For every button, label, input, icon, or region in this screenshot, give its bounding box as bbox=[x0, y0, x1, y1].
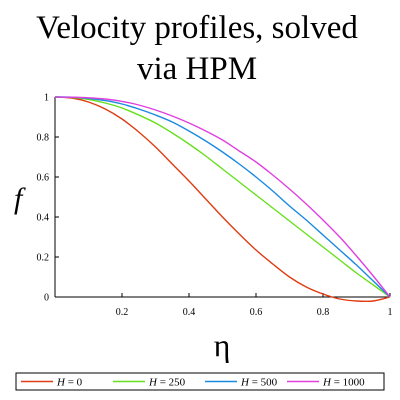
legend-label-0: H = 0 bbox=[56, 377, 83, 389]
y-tick-label: 0.6 bbox=[37, 173, 50, 184]
y-axis-ticks: 0 0.2 0.4 0.6 0.8 1 bbox=[37, 93, 59, 304]
chart-title-line-1: Velocity profiles, solved bbox=[36, 10, 358, 46]
y-tick-label: 0.2 bbox=[37, 253, 50, 264]
y-tick-label: 0.8 bbox=[37, 133, 50, 144]
series-line-1 bbox=[54, 96, 391, 298]
x-tick-label: 1 bbox=[388, 307, 393, 318]
legend-label-1: H = 250 bbox=[148, 377, 186, 389]
y-axis-label: f bbox=[14, 182, 26, 215]
y-tick-label: 0 bbox=[44, 293, 49, 304]
x-tick-label: 0.8 bbox=[317, 307, 330, 318]
legend-box bbox=[15, 372, 385, 391]
series-line-3 bbox=[54, 96, 391, 298]
y-tick-label: 0.4 bbox=[37, 213, 50, 224]
series-line-0 bbox=[54, 96, 391, 303]
y-tick-label: 1 bbox=[44, 93, 49, 104]
legend-label-3: H = 1000 bbox=[322, 377, 365, 389]
series-lines bbox=[54, 96, 391, 303]
x-axis-label: η bbox=[214, 327, 231, 363]
plot-area: 0 0.2 0.4 0.6 0.8 1 0.2 0.4 0.6 0.8 1 bbox=[37, 93, 393, 319]
legend: H = 0 H = 250 H = 500 H = 1000 bbox=[15, 372, 385, 391]
x-tick-label: 0.2 bbox=[116, 307, 129, 318]
x-tick-label: 0.6 bbox=[250, 307, 263, 318]
chart-title-line-2: via HPM bbox=[137, 51, 257, 87]
legend-label-2: H = 500 bbox=[240, 377, 278, 389]
x-tick-label: 0.4 bbox=[183, 307, 196, 318]
series-line-2 bbox=[54, 96, 391, 298]
